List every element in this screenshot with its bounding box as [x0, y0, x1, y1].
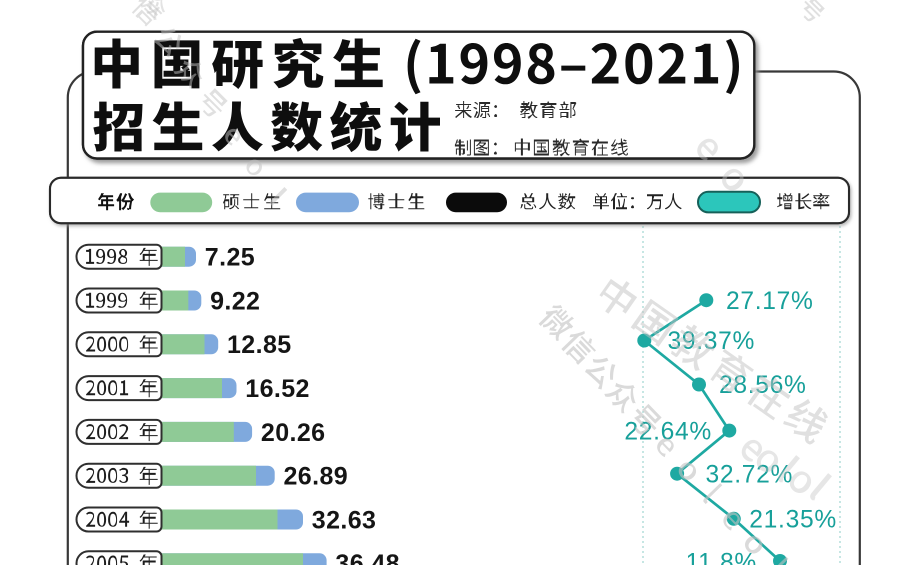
- svg-text:36.48: 36.48: [335, 550, 400, 565]
- svg-text:16.52: 16.52: [245, 375, 310, 403]
- svg-text:9.22: 9.22: [210, 287, 260, 315]
- svg-text:21.35%: 21.35%: [749, 507, 837, 534]
- svg-text:12.85: 12.85: [227, 331, 292, 359]
- svg-text:27.17%: 27.17%: [726, 288, 814, 315]
- svg-text:20.26: 20.26: [261, 419, 326, 447]
- svg-text:7.25: 7.25: [205, 244, 255, 272]
- svg-text:11.8%: 11.8%: [686, 550, 757, 566]
- svg-text:26.89: 26.89: [284, 463, 349, 491]
- svg-text:32.63: 32.63: [312, 506, 377, 534]
